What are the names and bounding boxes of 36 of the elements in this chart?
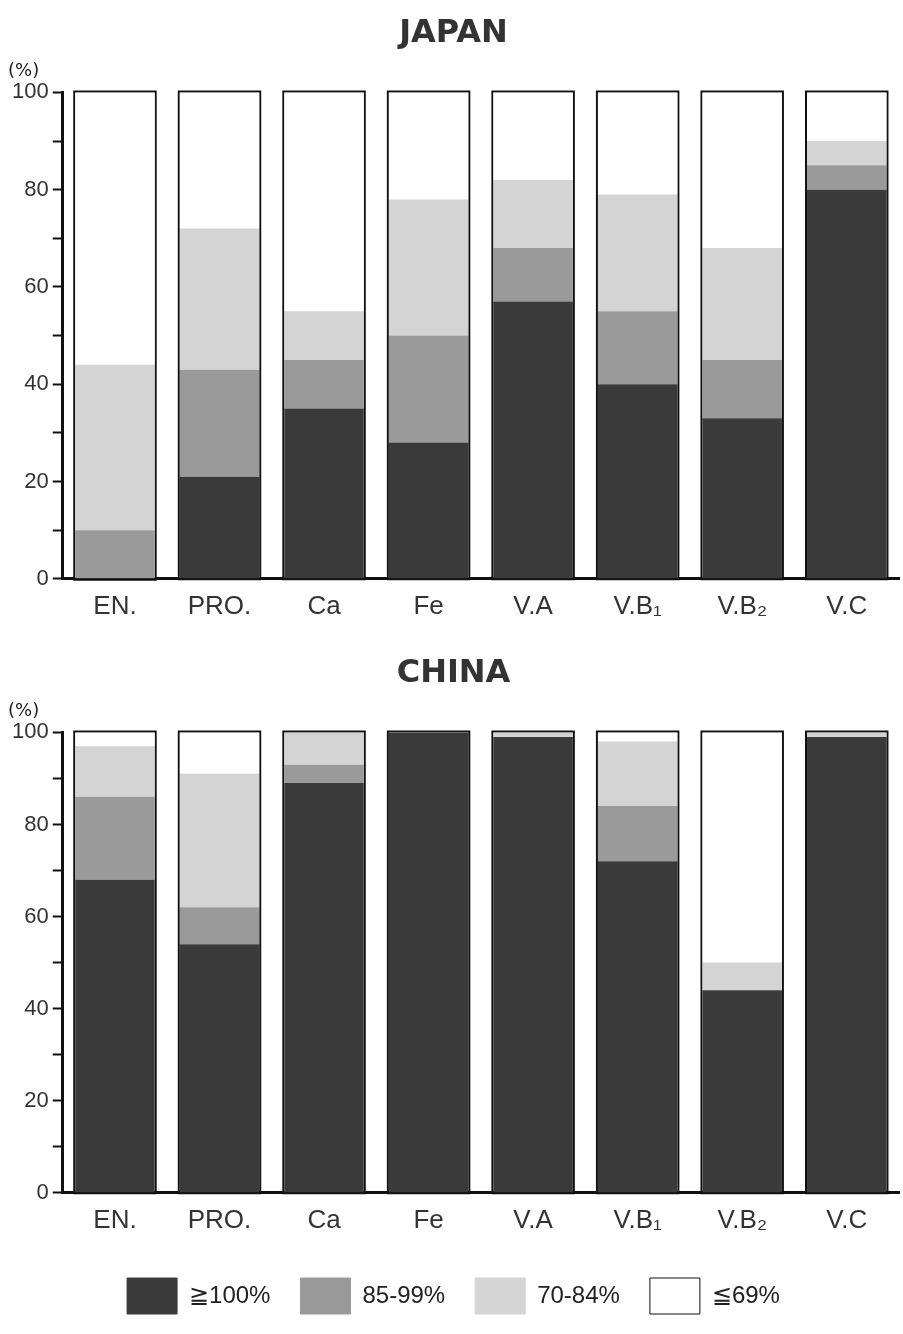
x-tick-label: PRO. — [187, 1203, 252, 1234]
y-tick-label: 100 — [11, 718, 49, 744]
y-tick-label: 20 — [24, 467, 49, 493]
legend-label: 85-99% — [362, 1280, 446, 1308]
y-axis-title: (%) — [8, 59, 40, 81]
x-tick-label: V.B₁ — [613, 589, 663, 620]
chart-title: CHINA — [396, 651, 511, 690]
x-tick-label: V.B₁ — [613, 1203, 663, 1234]
x-tick-label: V.C — [826, 1203, 868, 1234]
y-tick-label: 100 — [11, 78, 49, 104]
y-tick-label: 80 — [24, 810, 49, 836]
legend-label: 70-84% — [537, 1280, 620, 1308]
x-tick-label: Fe — [413, 589, 444, 620]
x-tick-label: Fe — [413, 1203, 444, 1234]
x-tick-label: V.B₂ — [717, 589, 768, 620]
x-tick-label: Ca — [307, 1203, 342, 1234]
y-tick-label: 40 — [24, 994, 49, 1020]
y-axis-title: (%) — [8, 699, 40, 721]
legend-label: ≦69% — [711, 1280, 780, 1308]
y-tick-label: 80 — [24, 175, 49, 201]
x-tick-label: V.A — [513, 1203, 554, 1234]
x-tick-label: PRO. — [187, 589, 252, 620]
y-tick-label: 60 — [24, 902, 49, 928]
x-tick-label: EN. — [93, 589, 137, 620]
chart-title: JAPAN — [397, 11, 508, 50]
y-tick-label: 60 — [24, 273, 49, 299]
x-tick-label: V.B₂ — [717, 1203, 768, 1234]
y-tick-label: 0 — [36, 1178, 49, 1204]
x-tick-label: V.C — [826, 589, 868, 620]
y-tick-label: 20 — [24, 1086, 49, 1112]
x-tick-label: V.A — [513, 589, 554, 620]
y-tick-label: 0 — [36, 564, 49, 590]
x-tick-label: Ca — [307, 589, 342, 620]
x-tick-label: EN. — [93, 1203, 137, 1234]
y-tick-label: 40 — [24, 370, 49, 396]
legend-label: ≧100% — [189, 1280, 271, 1308]
